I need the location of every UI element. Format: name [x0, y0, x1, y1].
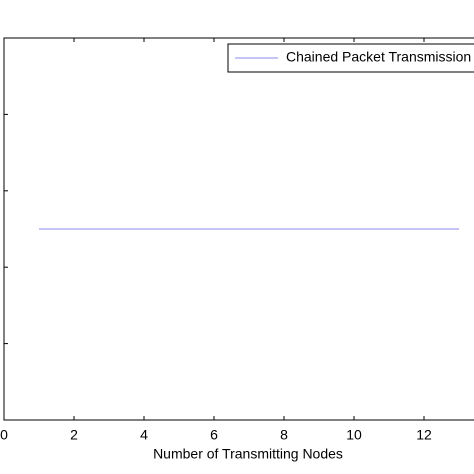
x-tick-label: 12: [416, 427, 432, 443]
x-tick-label: 10: [346, 427, 362, 443]
legend-label: Chained Packet Transmission: [286, 49, 471, 65]
x-tick-label: 2: [70, 427, 78, 443]
x-tick-label: 6: [210, 427, 218, 443]
x-tick-label: 4: [140, 427, 148, 443]
x-tick-label: 0: [0, 427, 8, 443]
x-axis-label: Number of Transmitting Nodes: [153, 446, 343, 462]
x-tick-label: 8: [280, 427, 288, 443]
